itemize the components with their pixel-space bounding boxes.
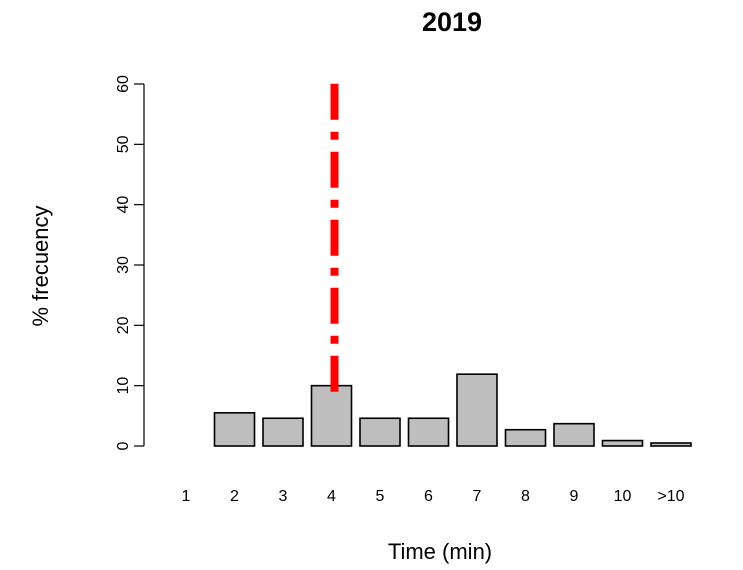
bar (504, 428, 547, 447)
bar (650, 442, 692, 447)
bar (310, 384, 353, 447)
y-axis: 0 10 20 30 40 50 60 (115, 75, 145, 450)
y-tick-label: 50 (115, 135, 132, 153)
x-tick-label: >10 (657, 488, 684, 505)
bar (456, 373, 498, 447)
x-tick-label: 3 (279, 488, 288, 505)
bar (407, 417, 450, 447)
x-tick-label: 8 (521, 488, 530, 505)
x-axis-label: Time (min) (388, 539, 492, 564)
x-tick-label: 1 (182, 488, 191, 505)
bar (601, 439, 644, 447)
bars-group (213, 373, 692, 447)
x-tick-label: 7 (473, 488, 482, 505)
x-tick-label: 4 (327, 488, 336, 505)
y-tick-label: 10 (115, 377, 132, 395)
bar (553, 422, 595, 447)
bar (213, 412, 256, 447)
bar (359, 417, 401, 447)
y-tick-label: 60 (115, 75, 132, 93)
x-tick-label: 10 (614, 488, 632, 505)
y-tick-label: 30 (115, 256, 132, 274)
y-tick-label: 0 (115, 441, 132, 450)
y-axis-label: % frecuency (28, 205, 53, 326)
x-tick-label: 9 (570, 488, 579, 505)
x-tick-labels: 1 2 3 4 5 6 7 8 9 10 >10 (182, 488, 685, 505)
y-tick-label: 20 (115, 316, 132, 334)
x-tick-label: 5 (376, 488, 385, 505)
y-tick-label: 40 (115, 196, 132, 214)
chart-title: 2019 (422, 7, 482, 37)
x-tick-label: 6 (424, 488, 433, 505)
bar (262, 417, 304, 447)
x-tick-label: 2 (230, 488, 239, 505)
